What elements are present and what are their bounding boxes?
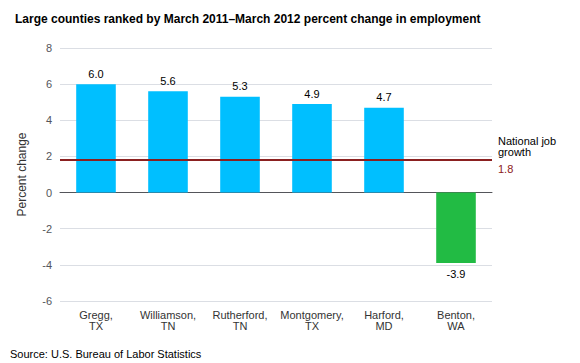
svg-text:MD: MD: [375, 320, 392, 332]
svg-text:-6: -6: [42, 295, 52, 307]
svg-text:Williamson,: Williamson,: [139, 308, 197, 321]
svg-text:Large counties ranked by March: Large counties ranked by March 2011–Marc…: [15, 12, 481, 26]
svg-text:TX: TX: [305, 320, 320, 332]
svg-text:0: 0: [46, 187, 52, 199]
svg-text:4.9: 4.9: [304, 88, 319, 100]
svg-text:growth: growth: [498, 146, 531, 158]
svg-text:National job: National job: [498, 134, 557, 147]
svg-text:Harford,: Harford,: [364, 308, 404, 321]
svg-text:Gregg,: Gregg,: [79, 308, 113, 321]
svg-text:-4: -4: [42, 259, 52, 271]
svg-text:1.8: 1.8: [498, 163, 513, 175]
svg-text:TX: TX: [89, 320, 104, 332]
svg-text:-3.9: -3.9: [447, 268, 466, 280]
svg-text:6: 6: [46, 78, 52, 90]
svg-text:TN: TN: [161, 320, 176, 332]
svg-text:8: 8: [46, 42, 52, 54]
svg-text:Source: U.S. Bureau of Labor S: Source: U.S. Bureau of Labor Statistics: [10, 348, 202, 360]
svg-text:-2: -2: [42, 223, 52, 235]
svg-text:Benton,: Benton,: [437, 308, 475, 321]
svg-text:Montgomery,: Montgomery,: [280, 308, 344, 321]
svg-text:Percent change: Percent change: [15, 132, 29, 216]
svg-text:4.7: 4.7: [376, 91, 391, 103]
svg-text:WA: WA: [447, 320, 465, 332]
svg-text:Rutherford,: Rutherford,: [212, 308, 268, 321]
svg-text:2: 2: [46, 150, 52, 162]
svg-text:TN: TN: [233, 320, 248, 332]
svg-text:4: 4: [46, 114, 52, 126]
svg-text:6.0: 6.0: [88, 68, 103, 80]
svg-text:5.3: 5.3: [232, 80, 247, 92]
svg-text:5.6: 5.6: [160, 75, 175, 87]
